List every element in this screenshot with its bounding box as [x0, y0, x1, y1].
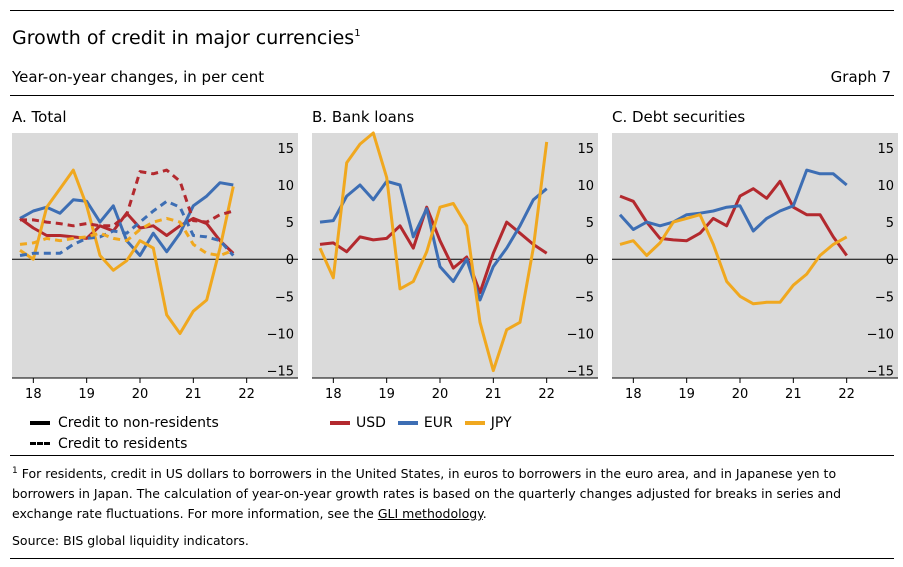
y-tick-label: 5: [286, 216, 294, 231]
x-tick-label: 22: [538, 387, 555, 402]
series-line-jpy-non-residents: [19, 168, 235, 335]
series-line-usd-residents: [20, 168, 234, 228]
series-line-jpy: [318, 131, 549, 373]
y-tick-label: −5: [575, 290, 594, 305]
y-tick-label: −10: [567, 327, 594, 342]
series-line-eur-residents: [19, 199, 235, 257]
y-tick-label: −15: [267, 365, 294, 380]
panel-a-title: A. Total: [12, 108, 67, 126]
series-line-usd: [619, 179, 848, 257]
y-tick-label: −15: [567, 365, 594, 380]
dashed-line-swatch: [30, 442, 50, 445]
y-tick-label: −10: [867, 327, 894, 342]
y-tick-label: 15: [877, 142, 894, 157]
footnote-text: For residents, credit in US dollars to b…: [12, 466, 842, 521]
y-tick-label: 0: [886, 253, 894, 268]
x-tick-label: 20: [732, 387, 749, 402]
footnote-end: .: [482, 506, 487, 521]
legend-residency: Credit to non-residents Credit to reside…: [30, 412, 219, 454]
y-tick-label: 5: [886, 216, 894, 231]
legend-label-eur: EUR: [423, 414, 453, 431]
bottom-rule: [10, 558, 894, 559]
usd-swatch: [330, 420, 350, 425]
y-tick-label: 15: [577, 142, 594, 157]
solid-line-swatch: [30, 420, 50, 425]
footnote: 1 For residents, credit in US dollars to …: [12, 461, 892, 524]
y-tick-label: −5: [275, 290, 294, 305]
y-tick-label: 0: [286, 253, 294, 268]
x-tick-label: 18: [325, 387, 342, 402]
panel-background: [312, 133, 598, 378]
x-tick-label: 21: [785, 387, 802, 402]
y-tick-label: 15: [277, 142, 294, 157]
y-tick-label: −15: [867, 365, 894, 380]
legend-label-jpy: JPY: [490, 414, 512, 431]
chart-subtitle: Year-on-year changes, in per cent: [12, 68, 265, 86]
x-tick-label: 19: [78, 387, 95, 402]
x-tick-label: 18: [25, 387, 42, 402]
legend-item-usd: USD: [330, 415, 386, 431]
footnote-rule: [10, 455, 894, 456]
legend-label-usd: USD: [356, 414, 386, 431]
top-rule: [10, 10, 894, 11]
x-tick-label: 22: [838, 387, 855, 402]
x-tick-label: 20: [132, 387, 149, 402]
gli-methodology-link[interactable]: GLI methodology: [377, 506, 483, 521]
legend-item-non-residents: Credit to non-residents: [30, 412, 219, 433]
footnote-marker: 1: [12, 466, 18, 476]
x-tick-label: 20: [432, 387, 449, 402]
series-line-jpy: [619, 213, 848, 306]
y-tick-label: 5: [586, 216, 594, 231]
series-line-jpy-residents: [19, 216, 234, 257]
jpy-swatch: [464, 420, 485, 425]
y-tick-label: 0: [586, 253, 594, 268]
y-tick-label: −5: [875, 290, 894, 305]
y-tick-label: 10: [877, 179, 894, 194]
x-tick-label: 19: [678, 387, 695, 402]
legend-label-non-residents: Credit to non-residents: [58, 414, 219, 431]
y-tick-label: 10: [577, 179, 594, 194]
x-tick-label: 21: [185, 387, 202, 402]
y-tick-label: −10: [267, 327, 294, 342]
legend-item-eur: EUR: [397, 414, 453, 431]
eur-swatch: [397, 420, 418, 425]
y-tick-label: 10: [277, 179, 294, 194]
legend-item-jpy: JPY: [464, 414, 512, 431]
series-line-eur: [319, 179, 548, 302]
panel-b-title: B. Bank loans: [312, 108, 415, 126]
graph-number: Graph 7: [830, 68, 891, 86]
legend-label-residents: Credit to residents: [58, 435, 188, 452]
legend-currency: USD EUR JPY: [330, 412, 524, 433]
chart-title: Growth of credit in major currencies1: [12, 27, 361, 49]
series-line-eur: [618, 168, 848, 233]
header-rule: [10, 95, 894, 96]
panel-c-title: C. Debt securities: [612, 108, 746, 126]
x-tick-label: 21: [485, 387, 502, 402]
legend-item-residents: Credit to residents: [30, 433, 219, 454]
x-tick-label: 18: [625, 387, 642, 402]
panel-background: [612, 133, 898, 378]
source-note: Source: BIS global liquidity indicators.: [12, 533, 249, 548]
series-line-usd: [319, 205, 548, 295]
x-tick-label: 22: [238, 387, 255, 402]
x-tick-label: 19: [378, 387, 395, 402]
